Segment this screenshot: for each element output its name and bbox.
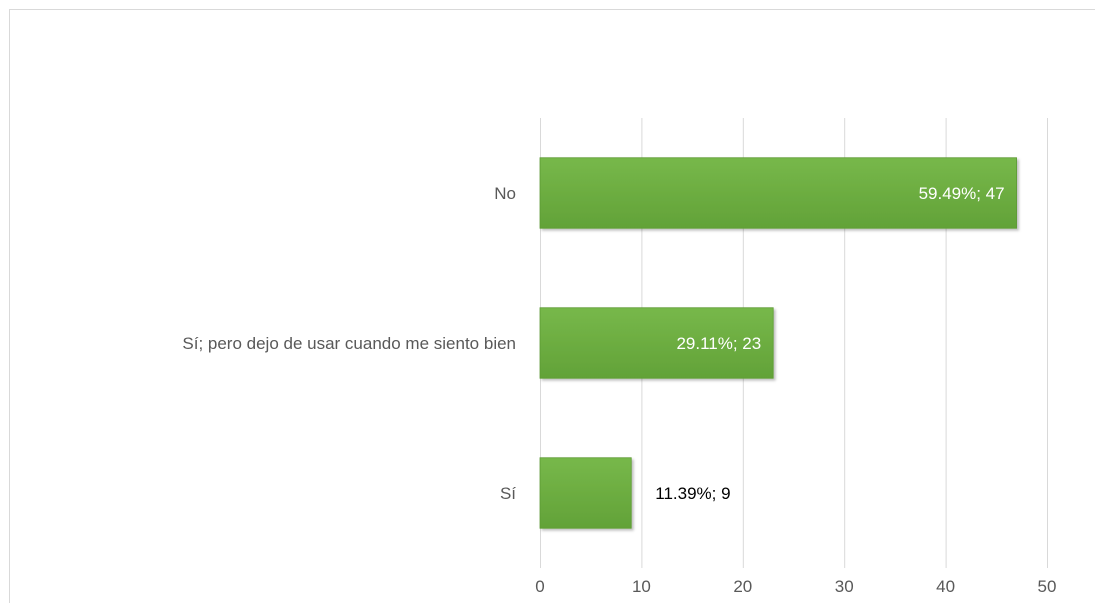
data-labels: 59.49%; 47 29.11%; 23 11.39%; 9 bbox=[655, 184, 1004, 503]
bar bbox=[539, 307, 774, 379]
bar bbox=[539, 457, 632, 529]
x-tick-label: 50 bbox=[1038, 577, 1057, 596]
chart-frame bbox=[9, 9, 1095, 603]
bar bbox=[539, 157, 1017, 229]
data-label: 59.49%; 47 bbox=[919, 184, 1005, 203]
x-tick-label: 10 bbox=[632, 577, 651, 596]
bars bbox=[539, 157, 1017, 529]
x-tick-label: 40 bbox=[936, 577, 955, 596]
x-tick-label: 30 bbox=[835, 577, 854, 596]
category-label: Sí bbox=[500, 484, 516, 503]
x-tick-label: 20 bbox=[733, 577, 752, 596]
data-label: 29.11%; 23 bbox=[676, 334, 761, 353]
category-label: Sí; pero dejo de usar cuando me siento b… bbox=[182, 334, 516, 353]
category-labels: No Sí; pero dejo de usar cuando me siento… bbox=[182, 184, 516, 503]
x-tick-labels: 0 10 20 30 40 50 bbox=[535, 577, 1056, 596]
data-label: 11.39%; 9 bbox=[655, 484, 730, 503]
category-label: No bbox=[494, 184, 516, 203]
x-tick-label: 0 bbox=[535, 577, 544, 596]
